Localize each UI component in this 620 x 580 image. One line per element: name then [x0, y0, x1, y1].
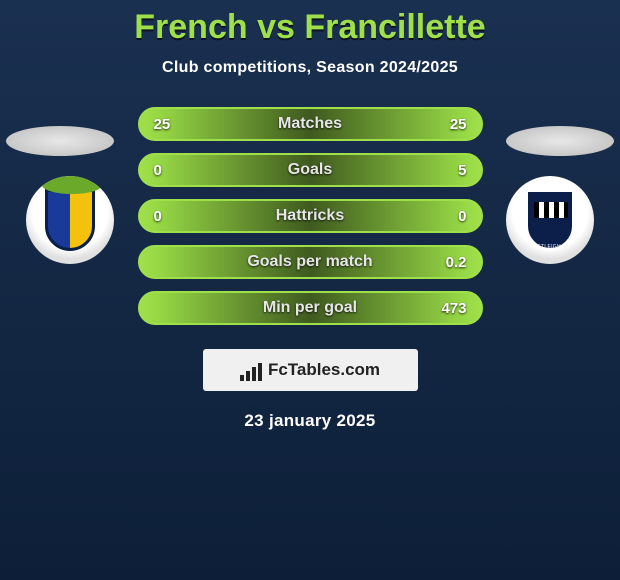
- stat-right-value: 5: [458, 162, 466, 179]
- stat-row-goals: 0 Goals 5: [138, 153, 483, 187]
- stat-left-value: 0: [154, 208, 162, 225]
- crest-circle: [506, 176, 594, 264]
- stat-left-value: 25: [154, 116, 171, 133]
- page-title: French vs Francillette: [0, 8, 620, 47]
- stat-label: Matches: [278, 115, 342, 133]
- crest-shield-icon: [525, 189, 575, 251]
- stat-row-min-per-goal: Min per goal 473: [138, 291, 483, 325]
- date-label: 23 january 2025: [0, 411, 620, 431]
- stat-right-value: 473: [441, 300, 466, 317]
- stat-right-value: 0: [458, 208, 466, 225]
- brand-text: FcTables.com: [268, 360, 380, 380]
- infographic-root: French vs Francillette Club competitions…: [0, 0, 620, 580]
- stat-label: Hattricks: [276, 207, 344, 225]
- subtitle: Club competitions, Season 2024/2025: [0, 59, 620, 77]
- stat-label: Min per goal: [263, 299, 357, 317]
- stat-label: Goals: [288, 161, 332, 179]
- stat-left-value: 0: [154, 162, 162, 179]
- stat-row-hattricks: 0 Hattricks 0: [138, 199, 483, 233]
- stat-right-value: 25: [450, 116, 467, 133]
- stat-row-goals-per-match: Goals per match 0.2: [138, 245, 483, 279]
- player-oval-left: [6, 126, 114, 156]
- stat-row-matches: 25 Matches 25: [138, 107, 483, 141]
- stat-label: Goals per match: [247, 253, 372, 271]
- stat-right-value: 0.2: [446, 254, 467, 271]
- team-crest-right: [506, 176, 594, 264]
- team-crest-left: [26, 176, 114, 264]
- crest-circle: [26, 176, 114, 264]
- brand-badge: FcTables.com: [203, 349, 418, 391]
- bar-chart-icon: [240, 359, 262, 381]
- player-oval-right: [506, 126, 614, 156]
- crest-shield-icon: [45, 189, 95, 251]
